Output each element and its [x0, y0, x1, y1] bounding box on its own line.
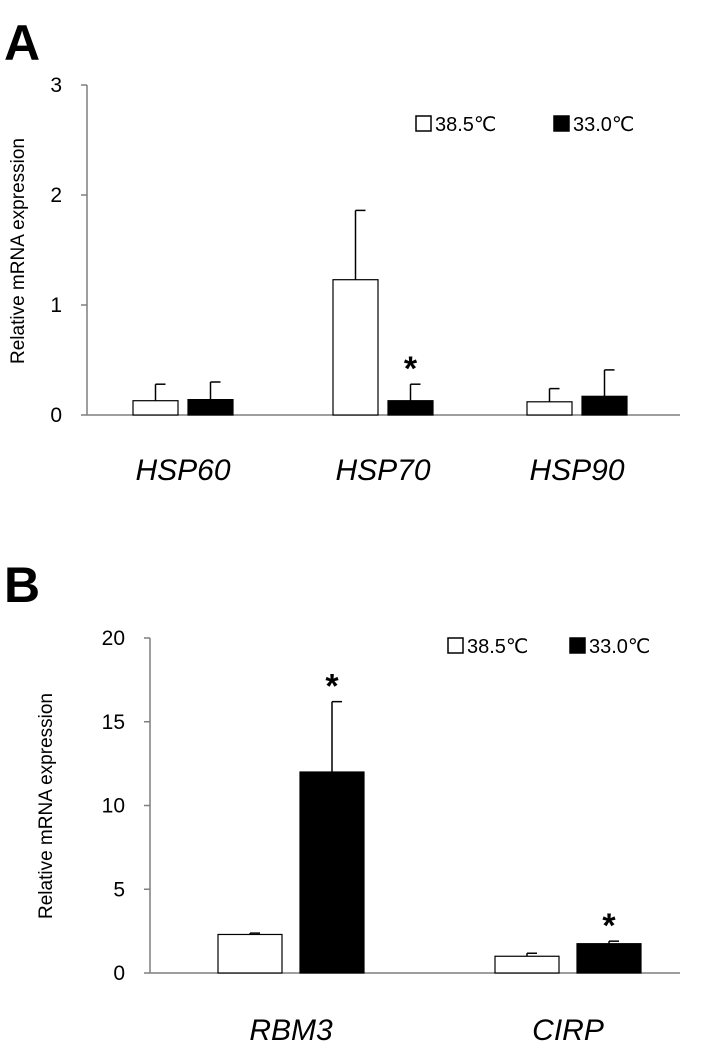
panel-a-bar-hsp60-38-5 [132, 400, 179, 416]
panel-a-y-axis-label: Relative mRNA expression [8, 138, 29, 364]
panel-b-significance-marker-cirp: * [602, 907, 616, 945]
panel-a-legend-label-33-0: 33.0℃ [573, 114, 634, 136]
panel-a-legend-label-38-5: 38.5℃ [435, 114, 496, 136]
panel-a-y-tick-label: 0 [50, 404, 62, 427]
panel-b-bar-rbm3-38-5 [217, 933, 283, 974]
panel-b-bar-cirp-38-5 [494, 955, 560, 974]
panel-b-y-tick-label: 10 [102, 795, 125, 818]
panel-b-chart: B Relative mRNA expression RBM3 CIRP 38.… [4, 557, 680, 1047]
panel-a-bar-hsp90-33-0 [581, 395, 628, 416]
panel-b-y-tick-label: 20 [102, 627, 125, 650]
panel-b-legend-swatch-33-0 [569, 637, 586, 654]
panel-b-bar-rbm3-33-0 [299, 771, 365, 974]
panel-a-chart: A Relative mRNA expression HSP60 HSP70 H… [4, 15, 680, 487]
panel-b-significance-marker-rbm3: * [325, 668, 339, 706]
panel-a-significance-marker-hsp70: * [404, 350, 418, 388]
panel-b-legend-label-38-5: 38.5℃ [467, 636, 528, 658]
panel-a-bar-hsp70-38-5 [332, 279, 379, 416]
panel-a-category-label-hsp70: HSP70 [335, 454, 430, 487]
panel-b-legend-label-33-0: 33.0℃ [589, 636, 650, 658]
panel-b-y-tick-label: 15 [102, 711, 125, 734]
panel-b-category-label-cirp: CIRP [532, 1014, 604, 1047]
panel-b-letter: B [4, 557, 40, 613]
panel-b-category-label-rbm3: RBM3 [249, 1014, 333, 1047]
panel-a-y-tick-label: 1 [50, 294, 62, 317]
panel-b-legend: 38.5℃ 33.0℃ [447, 636, 650, 658]
panel-a-legend: 38.5℃ 33.0℃ [415, 114, 634, 136]
panel-a-legend-swatch-33-0 [553, 115, 570, 132]
panel-a-y-tick-label: 2 [50, 184, 62, 207]
panel-a-legend-swatch-38-5 [415, 115, 432, 132]
panel-a-category-label-hsp60: HSP60 [135, 454, 230, 487]
panel-a-y-tick-label: 3 [50, 74, 62, 97]
panel-b-bar-cirp-33-0 [576, 943, 642, 974]
panel-a-letter: A [4, 15, 40, 71]
panel-a-bar-hsp90-38-5 [526, 401, 573, 416]
panel-a-category-label-hsp90: HSP90 [529, 454, 624, 487]
panel-b-y-axis-label: Relative mRNA expression [36, 693, 57, 919]
panel-a-bar-hsp60-33-0 [187, 399, 234, 416]
panel-a-bar-hsp70-33-0 [387, 400, 434, 416]
panel-b-legend-swatch-38-5 [447, 637, 464, 654]
panel-b-y-tick-label: 0 [113, 962, 125, 985]
panel-b-y-tick-label: 5 [113, 878, 125, 901]
